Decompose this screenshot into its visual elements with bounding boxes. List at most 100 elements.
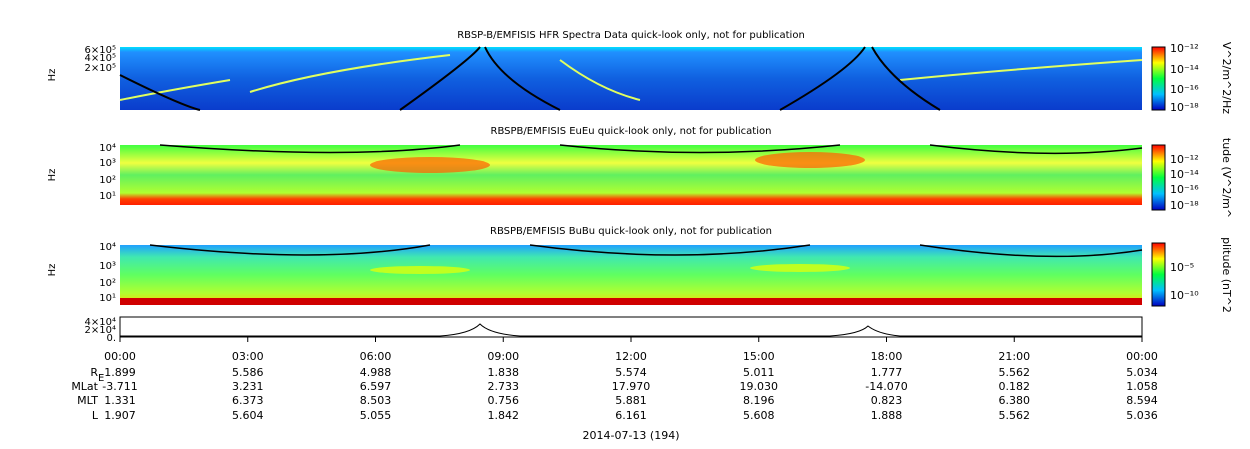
plasma-line (119, 46, 941, 111)
colorbar-tick-label: 10⁻¹⁴ (1170, 63, 1199, 76)
blob (755, 152, 865, 168)
row-label: R (90, 366, 98, 379)
ephemeris-value: 5.562 (999, 366, 1031, 379)
colorbar (1151, 46, 1166, 111)
ephemeris-value: 1.777 (871, 366, 903, 379)
ephemeris-value: 5.604 (232, 409, 264, 422)
y-tick-label: 10¹ (99, 191, 116, 202)
ephemeris-value: 1.058 (1126, 380, 1158, 393)
ephemeris-value: 19.030 (740, 380, 779, 393)
ephemeris-value: 0.182 (999, 380, 1031, 393)
ephemeris-value: 5.055 (360, 409, 392, 422)
date-label: 2014-07-13 (194) (582, 429, 679, 442)
blob (750, 264, 850, 272)
colorbar-tick-label: 10⁻¹⁶ (1170, 183, 1199, 196)
ephemeris-value: 5.562 (999, 409, 1031, 422)
cyclotron-line (159, 144, 1143, 155)
x-tick-label: 09:00 (487, 350, 519, 363)
y-tick-label: 10² (99, 175, 116, 186)
panel-title: RBSPB/EMFISIS BuBu quick-look only, not … (490, 226, 772, 237)
colorbar-tick-label: 10⁻¹⁸ (1170, 199, 1199, 212)
ephemeris-value: 1.838 (488, 366, 520, 379)
panel-title: RBSP-B/EMFISIS HFR Spectra Data quick-lo… (457, 30, 805, 41)
colorbar-tick-label: 10⁻¹² (1170, 153, 1199, 166)
ephemeris-value: 1.899 (104, 366, 136, 379)
ephemeris-value: 8.594 (1126, 394, 1158, 407)
ephemeris-value: 2.733 (488, 380, 520, 393)
y-tick-label: 2×10⁵ (85, 63, 116, 74)
y-tick-label: 10⁴ (99, 242, 116, 253)
ephemeris-value: 5.036 (1126, 409, 1158, 422)
ephemeris-value: 0.823 (871, 394, 903, 407)
blob (370, 266, 470, 274)
y-tick-label: 10³ (99, 261, 116, 272)
altitude-line (120, 323, 1142, 337)
row-label: MLT (77, 394, 98, 407)
y-axis-label: Hz (47, 264, 58, 277)
y-tick-label: 10² (99, 278, 116, 289)
y-tick-label: 10¹ (99, 293, 116, 304)
ephemeris-value: 5.586 (232, 366, 264, 379)
ephemeris-value: -14.070 (865, 380, 907, 393)
ephemeris-value: 5.881 (615, 394, 647, 407)
colorbar-tick-label: 10⁻⁵ (1170, 261, 1194, 274)
y-tick-label: 10³ (99, 158, 116, 169)
y-tick-label: 0. (106, 333, 116, 344)
colorbar-tick-label: 10⁻¹⁶ (1170, 83, 1199, 96)
y-tick-label: 10⁴ (99, 143, 116, 154)
ephemeris-value: 5.574 (615, 366, 647, 379)
panel-title: RBSPB/EMFISIS EuEu quick-look only, not … (491, 126, 772, 137)
x-tick-label: 12:00 (615, 350, 647, 363)
y-axis-label: Hz (47, 169, 58, 182)
ephemeris-value: 1.842 (488, 409, 520, 422)
x-tick-label: 00:00 (104, 350, 136, 363)
colorbar-label: plitude (nT^2 (1220, 237, 1233, 313)
plots (119, 46, 1166, 338)
ephemeris-value: 5.034 (1126, 366, 1158, 379)
blob (370, 157, 490, 173)
colorbar-tick-label: 10⁻¹⁸ (1170, 101, 1199, 114)
x-tick-label: 18:00 (871, 350, 903, 363)
colorbar-tick-label: 10⁻¹² (1170, 42, 1199, 55)
ephemeris-value: 8.503 (360, 394, 392, 407)
x-tick-label: 00:00 (1126, 350, 1158, 363)
colorbar-label: tude (V^2/m^ (1220, 138, 1233, 218)
ephemeris-value: 1.331 (104, 394, 136, 407)
x-tick-label: 15:00 (743, 350, 775, 363)
colorbar-label: V^2/m^2/Hz (1220, 42, 1233, 114)
x-tick-label: 03:00 (232, 350, 264, 363)
ephemeris-value: 6.373 (232, 394, 264, 407)
ephemeris-value: 3.231 (232, 380, 264, 393)
ephemeris-value: 5.011 (743, 366, 775, 379)
ephemeris-value: 1.907 (104, 409, 136, 422)
colorbar (1151, 242, 1166, 307)
y-tick-label: 4×10⁵ (85, 53, 116, 64)
y-tick-label: 6×10⁵ (85, 45, 116, 56)
colorbar-tick-label: 10⁻¹⁴ (1170, 168, 1199, 181)
spectrogram (120, 145, 1142, 205)
row-label-sub: E (98, 373, 104, 384)
ephemeris-value: 0.756 (488, 394, 520, 407)
panel-frame (119, 316, 1143, 338)
ephemeris-value: 6.161 (615, 409, 647, 422)
ephemeris-value: 6.597 (360, 380, 392, 393)
ephemeris-value: 4.988 (360, 366, 392, 379)
row-label: L (92, 409, 99, 422)
colorbar-tick-label: 10⁻¹⁰ (1170, 289, 1199, 302)
cyclotron-line (149, 244, 1143, 258)
y-axis-label: Hz (47, 69, 58, 82)
ephemeris-value: -3.711 (102, 380, 137, 393)
ephemeris-value: 8.196 (743, 394, 775, 407)
y-tick-label: 4×10⁴ (85, 317, 116, 328)
x-tick-label: 21:00 (998, 350, 1030, 363)
y-tick-label: 2×10⁴ (85, 325, 116, 336)
x-tick-label: 06:00 (360, 350, 392, 363)
band (120, 298, 1142, 305)
row-label: MLat (71, 380, 98, 393)
ephemeris-value: 5.608 (743, 409, 775, 422)
emission (119, 54, 1143, 101)
colorbar (1151, 144, 1166, 211)
spectrogram (120, 47, 1142, 110)
ephemeris-value: 17.970 (612, 380, 651, 393)
